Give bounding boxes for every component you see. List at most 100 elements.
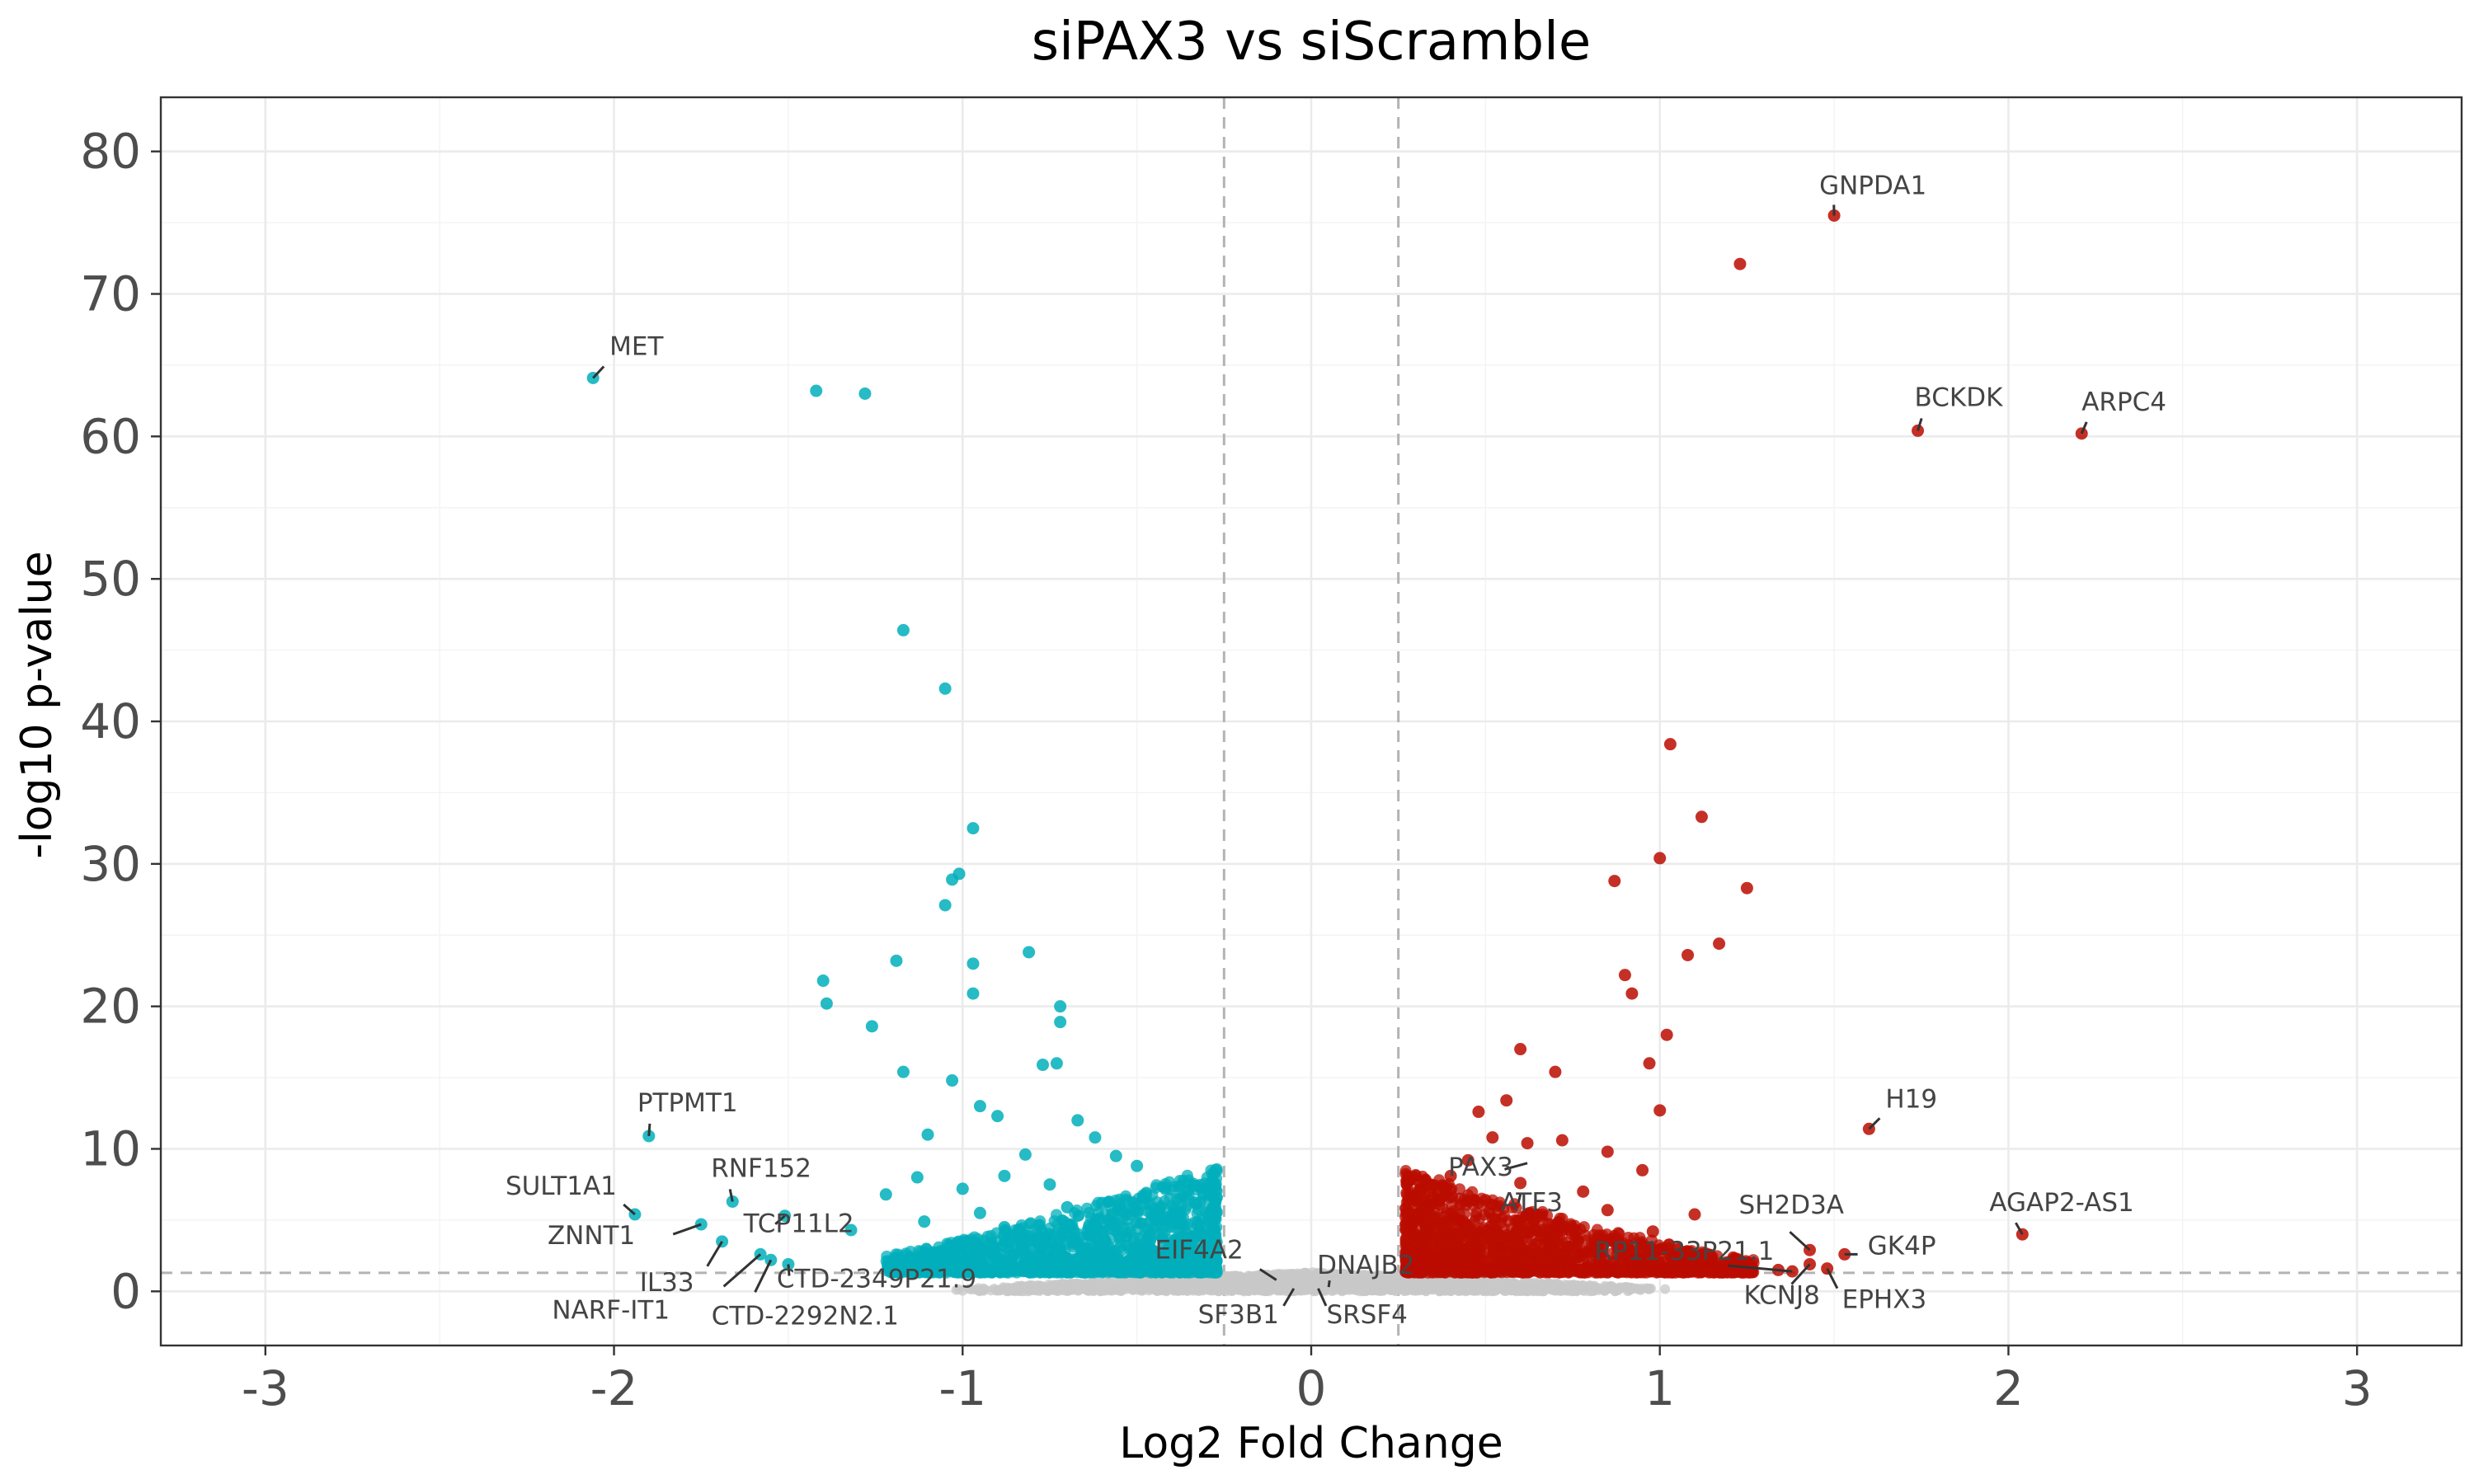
grid-lines [161, 97, 2462, 1345]
down-point [947, 1246, 959, 1258]
ns-point [1520, 1284, 1531, 1294]
up-point [1444, 1184, 1456, 1196]
down-point [1102, 1262, 1114, 1275]
down-point [1209, 1211, 1221, 1223]
ns-point [1020, 1281, 1031, 1292]
ns-point [1128, 1278, 1139, 1289]
down-point [1127, 1252, 1140, 1265]
ns-point [1277, 1275, 1288, 1285]
data-points [586, 209, 2088, 1279]
down-point [1145, 1266, 1157, 1279]
up-point [1460, 1199, 1472, 1211]
ns-point [995, 1284, 1006, 1295]
down-point [971, 1233, 984, 1245]
down-point [1056, 1261, 1069, 1274]
down-point [1144, 1198, 1156, 1210]
down-point [1075, 1262, 1087, 1275]
ns-point [1263, 1284, 1273, 1294]
down-point [1007, 1250, 1019, 1262]
ns-point [1425, 1283, 1436, 1294]
down-point [1205, 1176, 1217, 1188]
ns-point [1174, 1284, 1185, 1295]
chart-title: siPAX3 vs siScramble [1032, 12, 1591, 73]
ns-point [1220, 1280, 1230, 1291]
down-point [1064, 1219, 1076, 1231]
down-point [1174, 1192, 1187, 1205]
down-point [1009, 1240, 1022, 1252]
down-point [1096, 1238, 1108, 1251]
down-point [1034, 1215, 1047, 1228]
down-point [1045, 1266, 1057, 1278]
up-point [1672, 1266, 1685, 1278]
ns-point [1300, 1280, 1310, 1290]
up-point [1545, 1232, 1557, 1244]
down-point [1208, 1199, 1221, 1211]
up-point [1507, 1266, 1520, 1279]
down-point [1174, 1175, 1186, 1187]
up-point [1460, 1258, 1473, 1270]
ns-point [1460, 1284, 1470, 1294]
ns-point [1238, 1280, 1249, 1290]
down-point [1112, 1208, 1124, 1220]
down-point [1159, 1264, 1172, 1276]
down-point [1188, 1197, 1201, 1209]
down-point [1049, 1242, 1061, 1254]
ns-point [1004, 1283, 1014, 1294]
up-point [1449, 1229, 1461, 1242]
up-point [1550, 1247, 1562, 1260]
down-point [919, 1246, 931, 1258]
up-point [1582, 1264, 1594, 1276]
down-point [996, 1257, 1009, 1270]
down-point [1108, 1220, 1120, 1233]
ns-point [1643, 1284, 1653, 1294]
down-point [1153, 1207, 1165, 1219]
ns-point [1625, 1283, 1635, 1294]
up-point [1563, 1224, 1575, 1237]
up-point [1481, 1224, 1493, 1237]
up-point [1492, 1227, 1504, 1239]
up-point [1433, 1174, 1446, 1186]
down-point [996, 1240, 1009, 1252]
down-point [1195, 1217, 1207, 1229]
down-point [1159, 1184, 1172, 1196]
ns-point [1112, 1283, 1123, 1294]
ns-point [1404, 1280, 1414, 1291]
ns-point [1249, 1273, 1259, 1284]
down-point [1141, 1223, 1154, 1236]
up-point [1436, 1266, 1448, 1279]
ns-point [1148, 1283, 1159, 1294]
ns-point [1498, 1283, 1508, 1294]
down-point [1188, 1177, 1200, 1190]
ns-point [1587, 1286, 1597, 1297]
down-point [1197, 1188, 1209, 1200]
down-point [1032, 1251, 1045, 1263]
ns-point [1574, 1281, 1585, 1292]
down-point [1018, 1256, 1030, 1268]
up-point [1400, 1186, 1413, 1199]
ns-point [1067, 1284, 1078, 1294]
ns-point [1606, 1281, 1617, 1292]
ns-point [1368, 1285, 1379, 1296]
ns-point [1084, 1286, 1094, 1297]
up-point [1625, 1266, 1638, 1279]
down-point [1205, 1164, 1217, 1176]
up-point [1470, 1207, 1483, 1219]
ns-point [1042, 1284, 1053, 1294]
ns-point [1489, 1278, 1499, 1289]
down-point [1179, 1266, 1192, 1278]
down-point [1084, 1239, 1097, 1252]
down-point [1168, 1221, 1180, 1233]
ns-point [1295, 1270, 1305, 1281]
down-point [1009, 1264, 1022, 1276]
down-point [1087, 1226, 1099, 1238]
down-point [1015, 1225, 1028, 1237]
up-point [1536, 1225, 1548, 1237]
ns-point [1228, 1284, 1239, 1294]
down-point [1134, 1266, 1146, 1278]
down-point [1022, 1236, 1034, 1248]
ns-point [1185, 1284, 1196, 1294]
down-point [1123, 1222, 1136, 1234]
up-point [1580, 1234, 1592, 1247]
non-significant-points [951, 1267, 1671, 1297]
